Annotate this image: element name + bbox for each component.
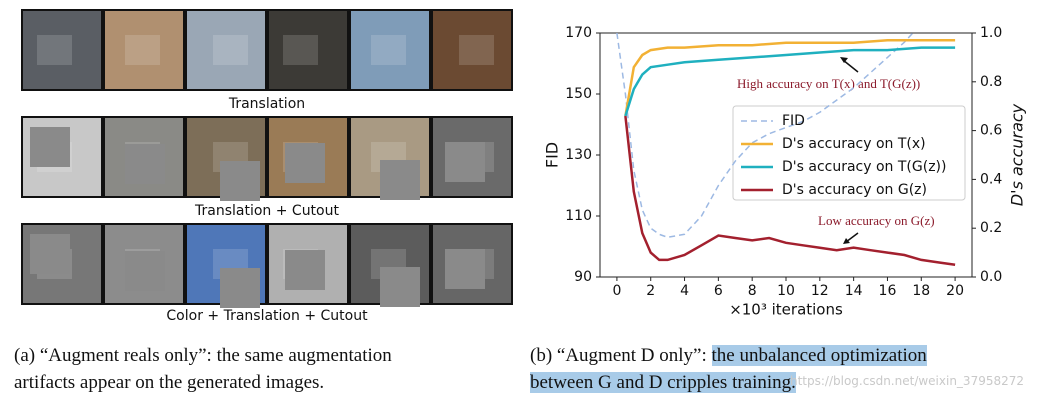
x-tick-label: 20 <box>946 283 964 299</box>
y2-tick-label: 0.4 <box>980 171 1002 187</box>
cutout <box>220 161 260 201</box>
arrow <box>842 59 859 73</box>
x-tick-label: 10 <box>777 283 795 299</box>
row-label: Translation <box>228 96 305 112</box>
y2-tick-label: 0.8 <box>980 74 1002 90</box>
cutout <box>125 251 165 291</box>
y2-tick-label: 1.0 <box>980 25 1002 41</box>
annotation: High accuracy on T(x) and T(G(z)) <box>737 76 920 91</box>
y-tick-label: 150 <box>565 86 592 102</box>
x-tick-label: 4 <box>680 283 689 299</box>
y-tick-label: 130 <box>565 147 592 163</box>
cutout <box>30 234 70 274</box>
legend-label: D's accuracy on G(z) <box>782 182 927 198</box>
y-axis-label: FID <box>543 142 562 168</box>
plot-lines <box>616 33 956 267</box>
y2-tick-label: 0.0 <box>980 269 1002 285</box>
image-tile <box>21 9 103 91</box>
watermark: https://blog.csdn.net/weixin_37958272 <box>790 374 1025 388</box>
x-tick-label: 12 <box>811 283 829 299</box>
x-tick-label: 8 <box>748 283 757 299</box>
image-detail <box>213 35 248 65</box>
series-line <box>624 115 956 267</box>
image-tile <box>431 9 513 91</box>
y2-axis-label: D's accuracy <box>1008 103 1027 206</box>
x-tick-label: 18 <box>912 283 930 299</box>
arrow-head <box>840 57 848 63</box>
image-detail <box>37 35 72 65</box>
cutout <box>30 127 70 167</box>
y2-tick-label: 0.6 <box>980 123 1002 139</box>
image-tile <box>349 9 431 91</box>
y-tick-label: 110 <box>565 208 592 224</box>
image-detail <box>459 35 494 65</box>
cutout <box>380 160 420 200</box>
annotation: Low accuracy on G(z) <box>818 213 935 228</box>
row-label: Color + Translation + Cutout <box>166 308 368 324</box>
caption-highlight: between G and D cripples training. <box>530 372 796 393</box>
legend-label: D's accuracy on T(x) <box>782 136 926 152</box>
cutout <box>445 249 485 289</box>
image-tile <box>267 9 349 91</box>
image-detail <box>125 35 160 65</box>
x-tick-label: 14 <box>845 283 863 299</box>
cutout <box>285 250 325 290</box>
legend-label: FID <box>782 113 805 129</box>
y-tick-label: 170 <box>565 25 592 41</box>
caption-a: (a) “Augment reals only”: the same augme… <box>14 342 392 396</box>
caption-highlight: the unbalanced optimization <box>711 345 927 366</box>
caption-b: (b) “Augment D only”: the unbalanced opt… <box>530 342 927 396</box>
y-tick-label: 90 <box>574 269 592 285</box>
arrow-head <box>843 238 850 244</box>
image-tile <box>185 9 267 91</box>
x-axis-label: ×10³ iterations <box>729 301 843 319</box>
cutout <box>285 143 325 183</box>
caption-line: (a) “Augment reals only”: the same augme… <box>14 345 392 366</box>
legend-label: D's accuracy on T(G(z)) <box>782 159 946 175</box>
cutout <box>445 142 485 182</box>
cutout <box>125 144 165 184</box>
figure: Translation Translation + Cutout Color +… <box>21 9 1027 324</box>
x-tick-label: 0 <box>612 283 621 299</box>
series-line <box>624 46 956 117</box>
caption-text: (b) “Augment D only”: <box>530 345 712 366</box>
image-detail <box>283 35 318 65</box>
caption-line: artifacts appear on the generated images… <box>14 372 325 393</box>
image-tile <box>103 9 185 91</box>
cutout <box>220 268 260 308</box>
cutout <box>380 267 420 307</box>
x-tick-label: 6 <box>714 283 723 299</box>
x-tick-label: 16 <box>879 283 897 299</box>
x-tick-label: 2 <box>646 283 655 299</box>
legend <box>732 105 966 201</box>
image-detail <box>371 35 406 65</box>
y2-tick-label: 0.2 <box>980 220 1002 236</box>
row-label: Translation + Cutout <box>194 203 339 219</box>
series-line <box>624 39 956 117</box>
